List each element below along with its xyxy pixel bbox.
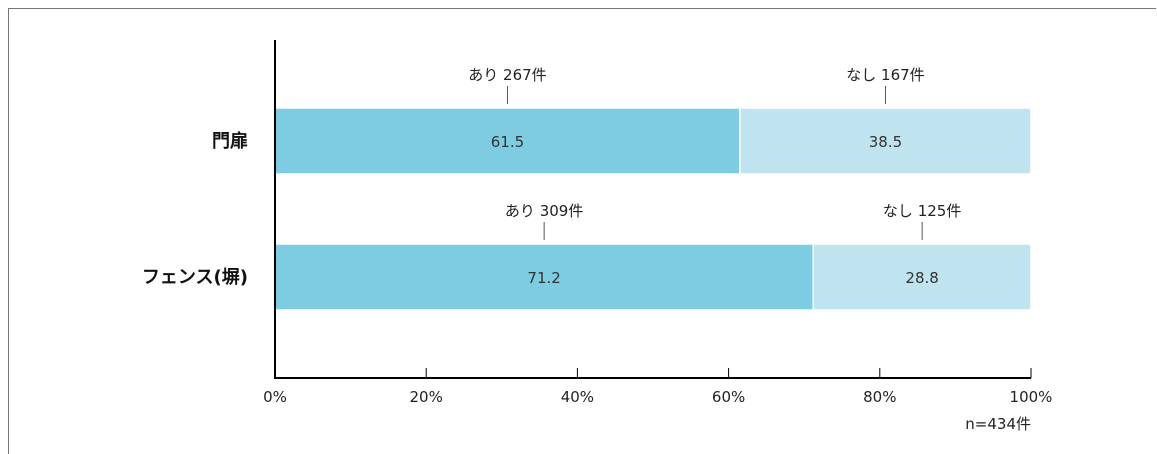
bar-segment-no: [739, 107, 1032, 175]
x-tick-label: 80%: [863, 388, 896, 406]
x-tick-label: 40%: [561, 388, 594, 406]
chart-frame: [8, 8, 1156, 454]
ticks-layer: 0% 20% 40% 60% 80% 100%: [263, 368, 1052, 406]
data-label: 28.8: [905, 269, 938, 287]
count-annotation: あり 267件: [468, 66, 546, 84]
data-label: 38.5: [869, 133, 902, 151]
data-label: 61.5: [491, 133, 524, 151]
x-tick-label: 100%: [1010, 388, 1053, 406]
count-annotation: あり 309件: [505, 202, 583, 220]
x-tick-label: 0%: [263, 388, 287, 406]
sample-size-note: n=434件: [965, 415, 1031, 433]
bar-segment-no: [812, 243, 1032, 311]
category-label: 門扉: [212, 130, 248, 152]
data-label: 71.2: [527, 269, 560, 287]
x-tick-label: 60%: [712, 388, 745, 406]
count-annotation: なし 125件: [883, 202, 961, 220]
x-tick-label: 20%: [410, 388, 443, 406]
count-annotation: なし 167件: [846, 66, 924, 84]
category-label: フェンス(塀): [142, 267, 248, 288]
axes-layer: [274, 40, 1031, 379]
